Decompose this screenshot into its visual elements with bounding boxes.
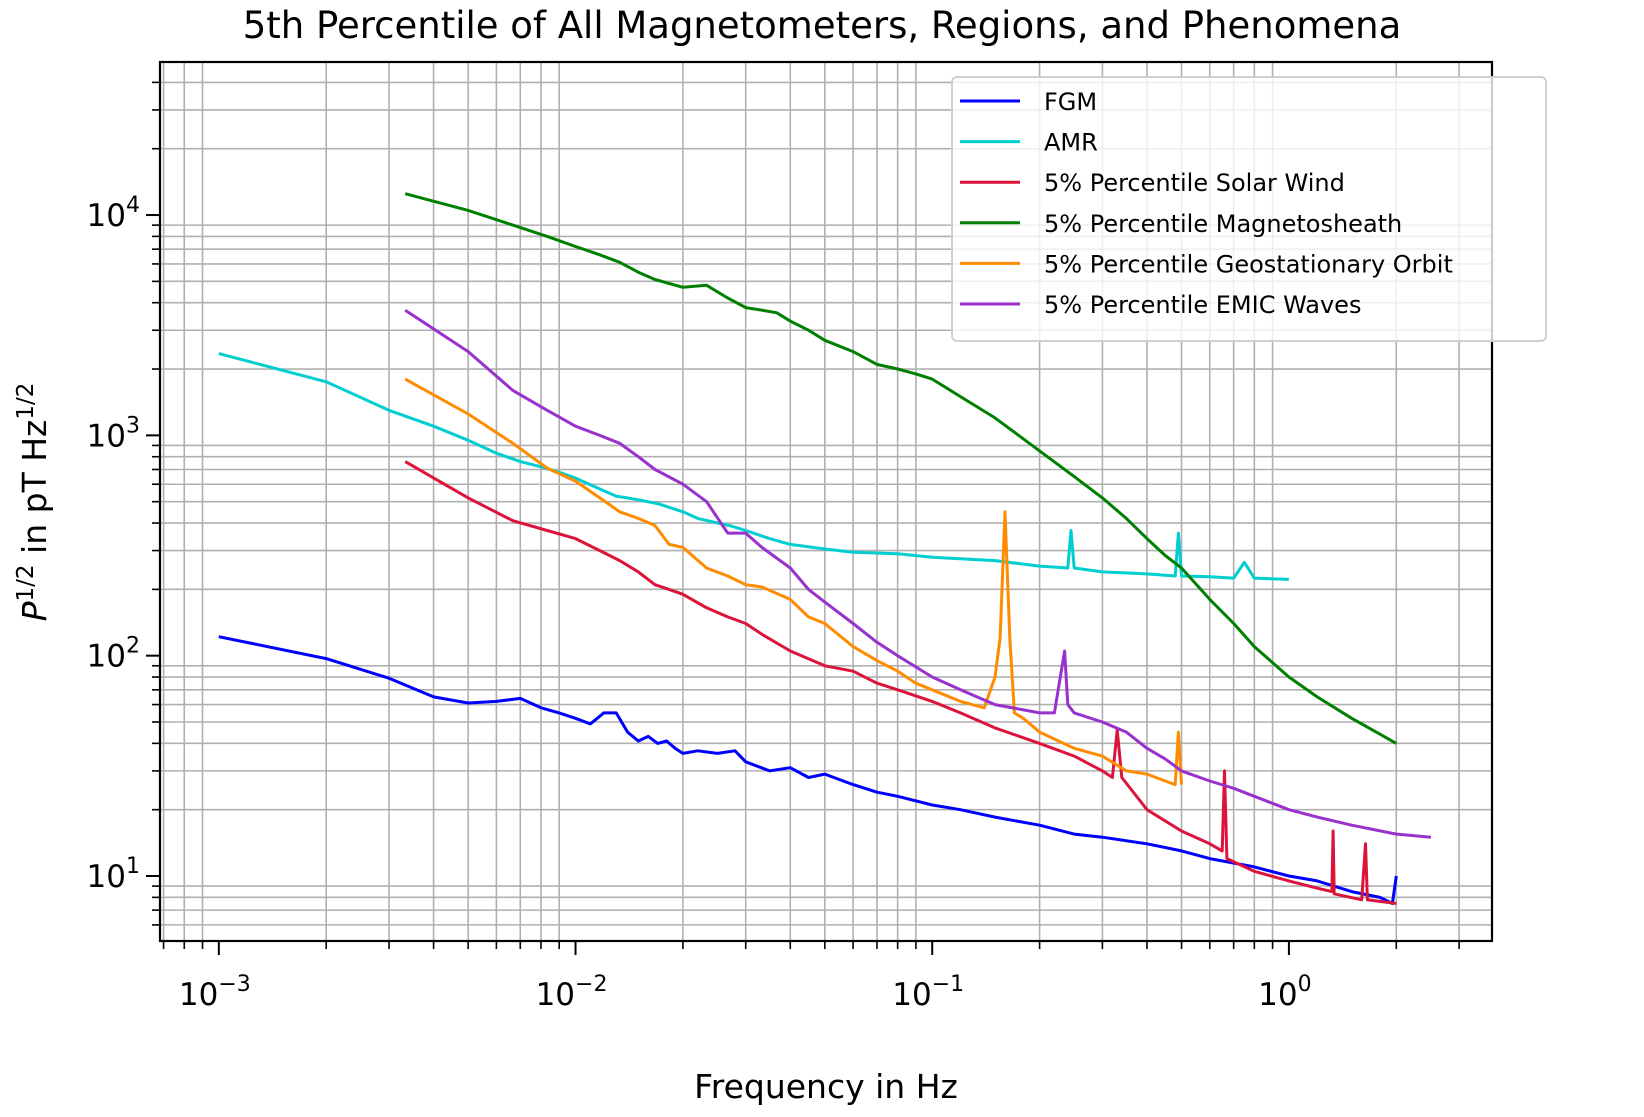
legend-item: AMR (960, 129, 1098, 157)
series-line-fgm (218, 635, 1398, 905)
ticks (146, 81, 1460, 955)
series-line-5-percentile-solar-wind (404, 460, 1397, 905)
y-tick-label: 101 (87, 854, 140, 895)
y-tick-label-base: 10 (87, 198, 126, 234)
y-tick-label-exponent: 2 (126, 634, 140, 659)
x-tick-label-base: 10 (536, 977, 575, 1013)
y-tick-label: 102 (87, 634, 140, 675)
grid (160, 62, 1492, 941)
y-tick-label: 104 (87, 193, 140, 234)
y-tick-label-exponent: 4 (126, 193, 140, 218)
series-layer (218, 192, 1432, 905)
y-axis-label: P1/2 in pT Hz1/2 (13, 383, 54, 622)
x-axis-label: Frequency in Hz (694, 1067, 958, 1106)
legend-item: 5% Percentile Geostationary Orbit (960, 250, 1453, 278)
legend-item: 5% Percentile Magnetosheath (960, 210, 1402, 238)
x-tick-label-exponent: −2 (575, 972, 607, 997)
y-tick-label-exponent: 1 (126, 854, 140, 879)
x-tick-label: 10−1 (892, 972, 964, 1013)
legend-items: FGM AMR 5% Percentile Solar Wind 5% Percent… (960, 88, 1453, 319)
legend-item: 5% Percentile EMIC Waves (960, 291, 1361, 319)
series-line-5-percentile-geostationary-orbit (404, 377, 1183, 787)
legend-label: FGM (1044, 88, 1097, 116)
y-axis-label-middle: in pT Hz (15, 420, 54, 565)
legend-label: 5% Percentile Magnetosheath (1044, 210, 1402, 238)
y-tick-label-base: 10 (87, 859, 126, 895)
y-axis-label-base-sup: 1/2 (13, 564, 39, 601)
legend-label: AMR (1044, 129, 1098, 157)
legend-label: 5% Percentile Solar Wind (1044, 169, 1345, 197)
series-line-5-percentile-magnetosheath (404, 192, 1398, 745)
legend-label: 5% Percentile EMIC Waves (1044, 291, 1361, 319)
legend-box (951, 76, 1547, 342)
y-axis-label-base: P (15, 601, 54, 621)
x-tick-label: 100 (1258, 972, 1311, 1013)
y-tick-label: 103 (87, 413, 140, 454)
series-line-amr (218, 352, 1289, 581)
x-tick-label: 10−3 (179, 972, 251, 1013)
x-tick-label: 10−2 (536, 972, 608, 1013)
chart-title: 5th Percentile of All Magnetometers, Reg… (243, 4, 1402, 47)
y-axis-label-end-sup: 1/2 (13, 383, 39, 420)
x-tick-label-exponent: 0 (1298, 972, 1312, 997)
x-tick-label-exponent: −3 (218, 972, 250, 997)
x-tick-label-base: 10 (179, 977, 218, 1013)
y-tick-label-exponent: 3 (126, 413, 140, 438)
legend-item: FGM (960, 88, 1097, 116)
legend: FGM AMR 5% Percentile Solar Wind 5% Percent… (951, 76, 1547, 342)
series-line-5-percentile-emic-waves (404, 308, 1432, 839)
x-tick-label-exponent: −1 (932, 972, 964, 997)
x-tick-label-base: 10 (1258, 977, 1297, 1013)
y-tick-label-base: 10 (87, 418, 126, 454)
legend-item: 5% Percentile Solar Wind (960, 169, 1345, 197)
y-tick-label-base: 10 (87, 639, 126, 675)
x-tick-label-base: 10 (892, 977, 931, 1013)
legend-label: 5% Percentile Geostationary Orbit (1044, 250, 1453, 278)
